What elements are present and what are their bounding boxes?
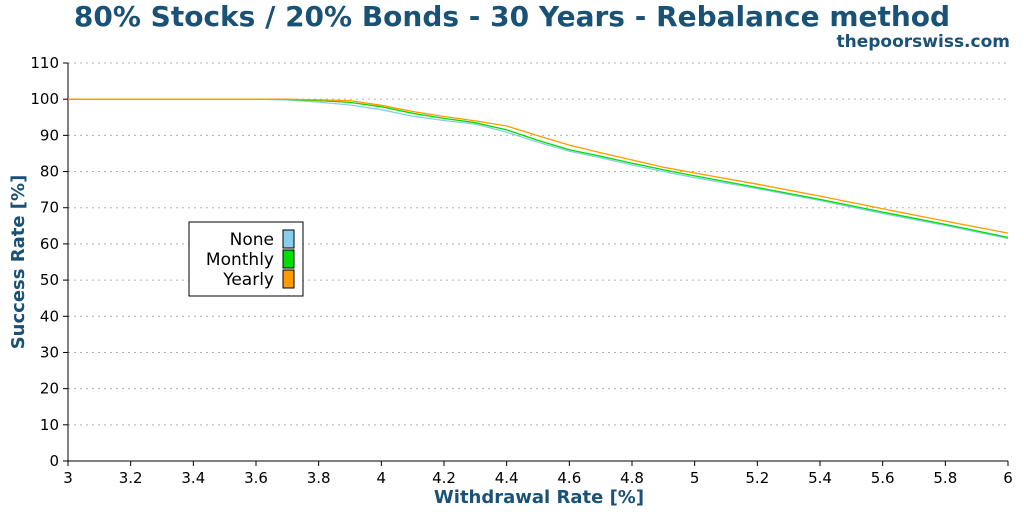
series-lines bbox=[68, 98, 1009, 240]
series-line-none bbox=[68, 98, 1009, 240]
y-axis-label: Success Rate [%] bbox=[8, 175, 29, 350]
x-tick-label: 5.6 bbox=[871, 469, 895, 487]
legend-swatch-none bbox=[282, 229, 295, 249]
x-tick-label: 4.6 bbox=[557, 469, 581, 487]
x-tick-label: 5.2 bbox=[745, 469, 769, 487]
x-axis-label: Withdrawal Rate [%] bbox=[434, 487, 644, 508]
legend-swatch-yearly bbox=[282, 269, 295, 289]
legend-label-yearly: Yearly bbox=[222, 270, 274, 290]
x-tick-label: 4 bbox=[377, 469, 387, 487]
tick-labels: 0 10 20 30 40 50 60 70 80 90 100 110 3 3.2 3.4 3.6 3.8 4 4… bbox=[30, 54, 1012, 487]
x-tick-label: 3.8 bbox=[307, 469, 331, 487]
y-tick-label: 30 bbox=[40, 343, 59, 361]
x-tick-label: 4.8 bbox=[620, 469, 644, 487]
y-tick-label: 60 bbox=[40, 235, 59, 253]
chart-title: 80% Stocks / 20% Bonds - 30 Years - Reba… bbox=[73, 0, 951, 33]
y-tick-label: 90 bbox=[40, 126, 59, 144]
legend-label-none: None bbox=[230, 230, 274, 250]
watermark: thepoorswiss.com bbox=[836, 32, 1011, 52]
series-line-monthly bbox=[68, 98, 1009, 239]
y-tick-label: 0 bbox=[49, 452, 59, 470]
x-tick-label: 3.4 bbox=[181, 469, 205, 487]
y-tick-label: 20 bbox=[40, 380, 59, 398]
axes bbox=[63, 62, 1009, 466]
x-tick-label: 5 bbox=[690, 469, 700, 487]
series-line-yearly bbox=[68, 98, 1009, 234]
x-tick-label: 5.4 bbox=[808, 469, 832, 487]
y-tick-label: 10 bbox=[40, 416, 59, 434]
x-tick-label: 4.4 bbox=[495, 469, 519, 487]
x-tick-label: 5.8 bbox=[933, 469, 957, 487]
x-tick-label: 4.2 bbox=[432, 469, 456, 487]
x-tick-label: 3.2 bbox=[119, 469, 143, 487]
grid-lines bbox=[68, 62, 1008, 426]
y-tick-label: 50 bbox=[40, 271, 59, 289]
x-tick-label: 3 bbox=[63, 469, 73, 487]
legend-swatch-monthly bbox=[282, 249, 295, 269]
y-tick-label: 100 bbox=[30, 90, 59, 108]
y-tick-label: 110 bbox=[30, 54, 59, 72]
y-tick-label: 80 bbox=[40, 163, 59, 181]
legend-label-monthly: Monthly bbox=[206, 250, 274, 270]
x-tick-label: 6 bbox=[1003, 469, 1013, 487]
x-tick-label: 3.6 bbox=[244, 469, 268, 487]
y-tick-label: 70 bbox=[40, 199, 59, 217]
y-tick-label: 40 bbox=[40, 307, 59, 325]
